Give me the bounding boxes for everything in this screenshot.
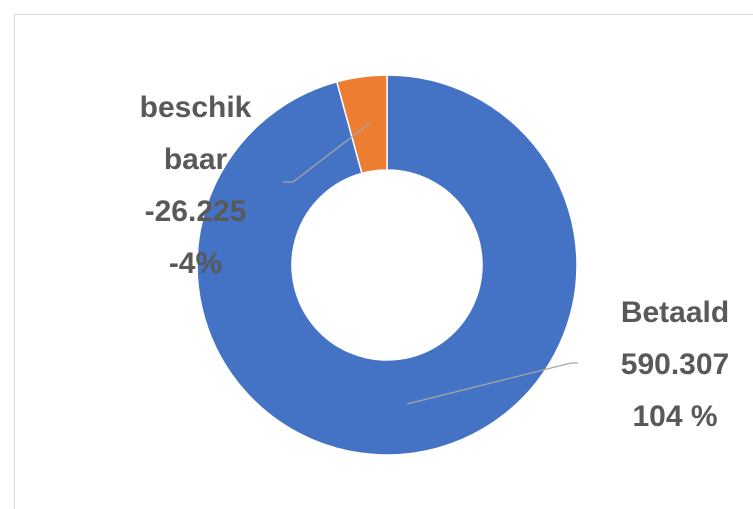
data-label: Betaald 590.307 104 % — [595, 287, 753, 443]
category-label: Betaald — [620, 296, 730, 329]
percent-label: -4% — [168, 247, 223, 280]
percent-label: 104 % — [632, 400, 718, 433]
leader-line — [406, 362, 578, 405]
category-label: beschikbaar — [139, 91, 252, 176]
chart-frame — [14, 14, 753, 509]
donut-slice — [196, 74, 578, 456]
value-label: 590.307 — [620, 348, 730, 381]
value-label: -26.225 — [144, 195, 247, 228]
data-label: beschikbaar -26.225 -4% — [133, 82, 258, 290]
donut-slice — [335, 74, 388, 175]
leader-line — [283, 122, 371, 183]
